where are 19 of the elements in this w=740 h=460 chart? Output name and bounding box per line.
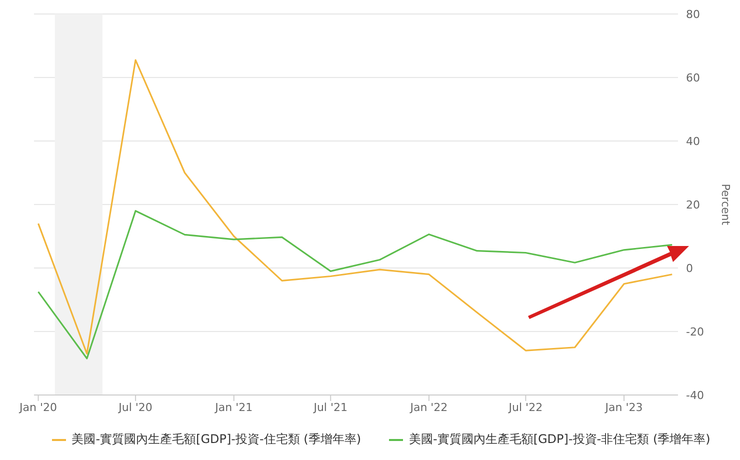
x-tick-label: Jan '23 [604,400,643,414]
x-tick-label: Jan '21 [214,400,253,414]
x-tick-label: Jan '20 [18,400,58,414]
x-tick-label: Jul '20 [118,400,152,414]
x-tick-label: Jul '21 [312,400,348,414]
y-tick-label: 20 [686,198,700,212]
legend-label: 美國-實質國內生產毛額[GDP]-投資-住宅類 (季增年率) [72,431,361,448]
y-tick-label: 80 [686,8,700,21]
y-tick-label: 0 [686,262,693,275]
line-series [37,210,673,360]
y-axis-title: Percent [719,184,732,226]
x-tick-label: Jul '22 [508,400,543,414]
y-tick-label: -40 [686,388,704,402]
legend-label: 美國-實質國內生產毛額[GDP]-投資-非住宅類 (季增年率) [409,431,710,448]
y-tick-label: 60 [686,71,700,84]
x-tick-label: Jan '22 [409,400,448,414]
y-tick-label: 40 [686,134,700,148]
y-tick-label: -20 [686,325,704,338]
line-series [37,59,673,355]
